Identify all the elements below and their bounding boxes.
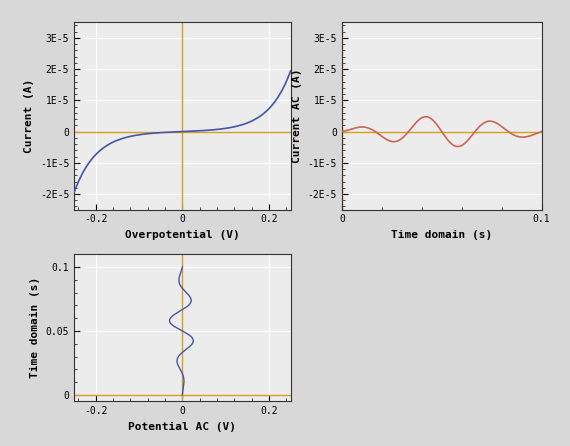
X-axis label: Time domain (s): Time domain (s) [391,230,492,240]
Y-axis label: Time domain (s): Time domain (s) [30,277,40,379]
X-axis label: Potential AC (V): Potential AC (V) [128,422,237,432]
Y-axis label: Current (A): Current (A) [25,79,34,153]
Y-axis label: Current AC (A): Current AC (A) [292,69,302,163]
X-axis label: Overpotential (V): Overpotential (V) [125,230,240,240]
